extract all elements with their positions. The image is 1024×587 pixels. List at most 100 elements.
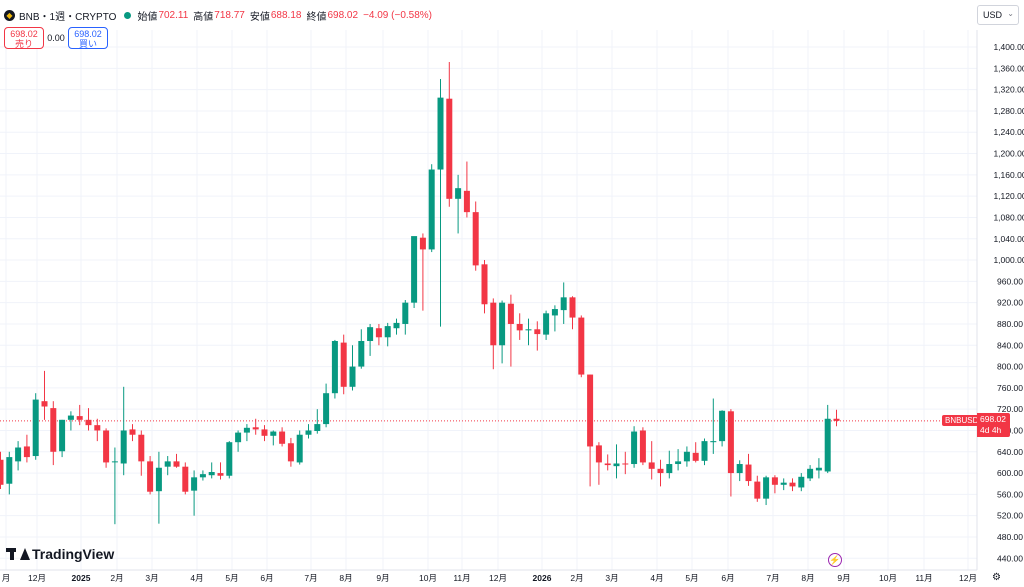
- chart-grid: [0, 30, 977, 570]
- candles: [0, 61, 840, 525]
- candle: [587, 374, 594, 487]
- candle: [375, 323, 382, 346]
- candle: [217, 462, 224, 480]
- price-tick-label: 1,040.00: [993, 234, 1024, 244]
- candle-body: [516, 323, 523, 331]
- candle: [208, 462, 215, 479]
- buy-label: 買い: [78, 39, 97, 49]
- lightning-icon[interactable]: ⚡: [828, 553, 842, 567]
- candle-body: [807, 468, 814, 479]
- candle-body: [94, 425, 101, 431]
- candle: [710, 398, 717, 454]
- candle: [499, 300, 506, 364]
- candle: [393, 318, 400, 335]
- brand-name: TradingView: [32, 546, 115, 562]
- candle: [349, 345, 356, 391]
- price-tick-label: 1,280.00: [993, 106, 1024, 116]
- candle-body: [67, 415, 74, 420]
- time-tick-label: 11月: [915, 573, 932, 583]
- candle-body: [771, 477, 778, 485]
- candle: [437, 78, 444, 327]
- candle-body: [402, 302, 409, 324]
- candle-body: [32, 399, 39, 457]
- candle: [507, 294, 514, 367]
- candle: [147, 456, 154, 495]
- time-tick-label: 6月: [721, 573, 734, 583]
- candle: [472, 201, 479, 271]
- price-tick-label: 1,360.00: [993, 63, 1024, 73]
- candle-body: [41, 401, 48, 407]
- candle-body: [182, 466, 189, 492]
- price-tick-label: 560.00: [997, 489, 1023, 499]
- candle-body: [296, 434, 303, 463]
- price-tick-label: 520.00: [997, 511, 1023, 521]
- candle: [50, 401, 57, 466]
- tradingview-logo[interactable]: TradingView: [6, 546, 114, 562]
- time-tick-label: 8月: [801, 573, 814, 583]
- candle-body: [261, 429, 268, 436]
- candle: [76, 404, 83, 426]
- time-tick-label: 3月: [605, 573, 618, 583]
- candle: [305, 424, 312, 439]
- candle-body: [393, 322, 400, 329]
- candle: [182, 462, 189, 495]
- price-tick-label: 920.00: [997, 298, 1023, 308]
- candle-body: [763, 477, 770, 499]
- time-tick-label: 4月: [650, 573, 663, 583]
- candle: [173, 453, 180, 468]
- time-axis[interactable]: 月 12月 2025 2月 3月 4月 5月 6月 7月 8月 9月 10月 11月 12月 2026 2月 3…: [2, 573, 977, 583]
- candle: [754, 475, 761, 502]
- price-axis[interactable]: 440.00 480.00 520.00 560.00 600.00 640.00 680.…: [993, 42, 1024, 563]
- candle-body: [411, 236, 418, 303]
- candle: [402, 300, 409, 335]
- candle-body: [472, 212, 479, 266]
- legend: ◆ BNB・1週・CRYPTO 始値 702.11 高値 718.77 安値 6…: [4, 8, 437, 23]
- candle: [32, 393, 39, 460]
- buy-button[interactable]: 698.02 買い: [68, 27, 108, 49]
- candle-body: [85, 419, 92, 426]
- time-tick-label: 7月: [304, 573, 317, 583]
- candle-body: [349, 366, 356, 387]
- candle-body: [631, 431, 638, 465]
- spread-value: 0.00: [47, 33, 65, 43]
- candle-body: [683, 451, 690, 462]
- candle: [235, 430, 242, 452]
- candle: [384, 322, 391, 347]
- candle: [569, 296, 576, 330]
- candle-body: [367, 327, 374, 342]
- price-tick-label: 1,160.00: [993, 170, 1024, 180]
- price-tick-label: 1,400.00: [993, 42, 1024, 52]
- sell-button[interactable]: 698.02 売り: [4, 27, 44, 49]
- candle-body: [15, 447, 22, 462]
- candle: [815, 458, 822, 479]
- candle-body: [490, 302, 497, 346]
- candle: [164, 456, 171, 476]
- open-value: 702.11: [158, 10, 189, 21]
- candle-body: [666, 464, 673, 474]
- candle-body: [331, 341, 338, 394]
- candle-body: [419, 237, 426, 250]
- candle-body: [208, 472, 215, 476]
- candle: [411, 236, 418, 308]
- candle: [631, 426, 638, 468]
- currency-select[interactable]: USD ⌄: [977, 5, 1019, 25]
- candle: [666, 450, 673, 479]
- candle: [314, 409, 321, 434]
- candle-body: [727, 411, 734, 474]
- candle-body: [384, 326, 391, 338]
- candle-body: [50, 408, 57, 452]
- candle-body: [173, 461, 180, 467]
- candle-body: [138, 434, 145, 462]
- candle-body: [560, 297, 567, 311]
- price-tick-label: 960.00: [997, 276, 1023, 286]
- time-tick-label: 6月: [260, 573, 273, 583]
- symbol-title[interactable]: BNB・1週・CRYPTO: [19, 12, 117, 23]
- candle-body: [155, 467, 162, 492]
- candle: [657, 459, 664, 487]
- candle-body: [76, 416, 83, 420]
- gear-icon[interactable]: ⚙: [992, 572, 1001, 583]
- candle: [807, 465, 814, 482]
- bar-countdown: 4d 4h: [980, 425, 1002, 435]
- price-tick-label: 1,000.00: [993, 255, 1024, 265]
